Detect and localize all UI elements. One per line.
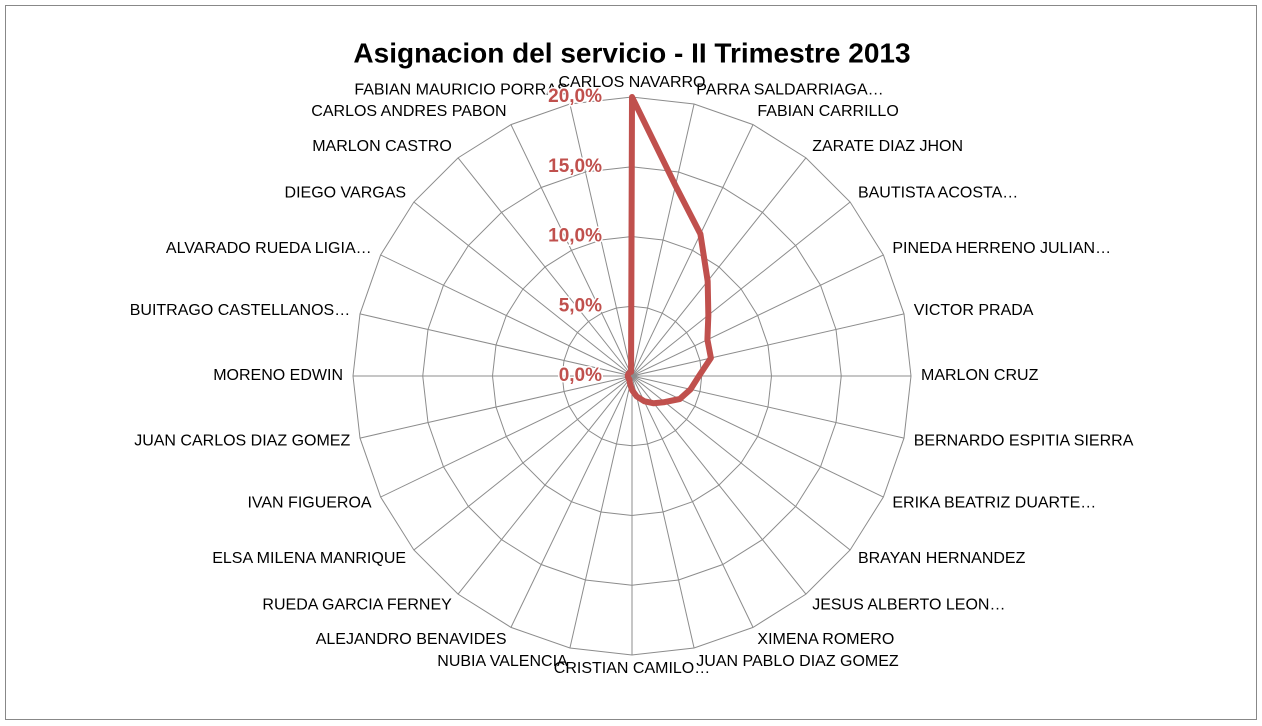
spoke (457, 375, 633, 595)
category-label: FABIAN CARRILLO (757, 103, 898, 120)
category-label: BERNARDO ESPITIA SIERRA (914, 432, 1134, 449)
spoke (631, 375, 695, 649)
spoke (631, 375, 807, 595)
spoke (631, 313, 905, 377)
spoke (569, 375, 633, 649)
category-label: ALVARADO RUEDA LIGIA… (166, 240, 372, 257)
series-line (624, 94, 714, 407)
spoke (510, 124, 633, 377)
spoke (631, 103, 695, 377)
spoke (413, 201, 633, 377)
category-label: JUAN CARLOS DIAZ GOMEZ (134, 432, 350, 449)
category-label: DIEGO VARGAS (285, 185, 407, 202)
category-label: ERIKA BEATRIZ DUARTE… (892, 494, 1096, 511)
spoke (631, 254, 884, 377)
spoke (631, 375, 754, 628)
tick-label: 20,0% (548, 86, 602, 107)
category-label: ZARATE DIAZ JHON (812, 138, 963, 155)
spoke (359, 313, 633, 377)
tick-label: 5,0% (559, 295, 602, 316)
tick-label: 10,0% (548, 226, 602, 247)
spoke (380, 254, 633, 377)
category-label: FABIAN MAURICIO PORRAS (354, 82, 567, 99)
category-label: CARLOS NAVARRO (559, 74, 706, 91)
category-label: JESUS ALBERTO LEON… (812, 596, 1005, 613)
category-label: CARLOS ANDRES PABON (311, 103, 506, 120)
spoke (631, 375, 884, 498)
spoke (380, 375, 633, 498)
category-label: MARLON CRUZ (921, 367, 1039, 384)
category-label: PARRA SALDARRIAGA… (696, 82, 883, 99)
spoke (631, 124, 754, 377)
category-label: JUAN PABLO DIAZ GOMEZ (696, 653, 899, 670)
tick-label: 15,0% (548, 156, 602, 177)
category-label: XIMENA ROMERO (757, 631, 894, 648)
spoke (631, 157, 807, 377)
category-label: VICTOR PRADA (914, 302, 1034, 319)
spoke (631, 375, 905, 439)
spoke (457, 157, 633, 377)
category-label: MORENO EDWIN (213, 367, 343, 384)
spoke (631, 201, 851, 377)
spoke (510, 375, 633, 628)
tick-label: 0,0% (559, 365, 602, 386)
spoke (413, 375, 633, 551)
category-label: RUEDA GARCIA FERNEY (262, 596, 452, 613)
spoke (631, 375, 851, 551)
category-label: PINEDA HERRENO JULIAN… (892, 240, 1111, 257)
spoke (359, 375, 633, 439)
category-label: ELSA MILENA MANRIQUE (212, 550, 406, 567)
category-label: BUITRAGO CASTELLANOS… (130, 302, 351, 319)
category-label: ALEJANDRO BENAVIDES (316, 631, 507, 648)
category-label: CRISTIAN CAMILO… (554, 660, 710, 677)
category-label: BAUTISTA ACOSTA… (858, 185, 1018, 202)
spoke (569, 103, 633, 377)
chart-title: Asignacion del servicio - II Trimestre 2… (353, 37, 910, 68)
category-label: BRAYAN HERNANDEZ (858, 550, 1026, 567)
category-label: IVAN FIGUEROA (247, 494, 371, 511)
category-label: MARLON CASTRO (312, 138, 452, 155)
category-label: NUBIA VALENCIA (437, 653, 568, 670)
